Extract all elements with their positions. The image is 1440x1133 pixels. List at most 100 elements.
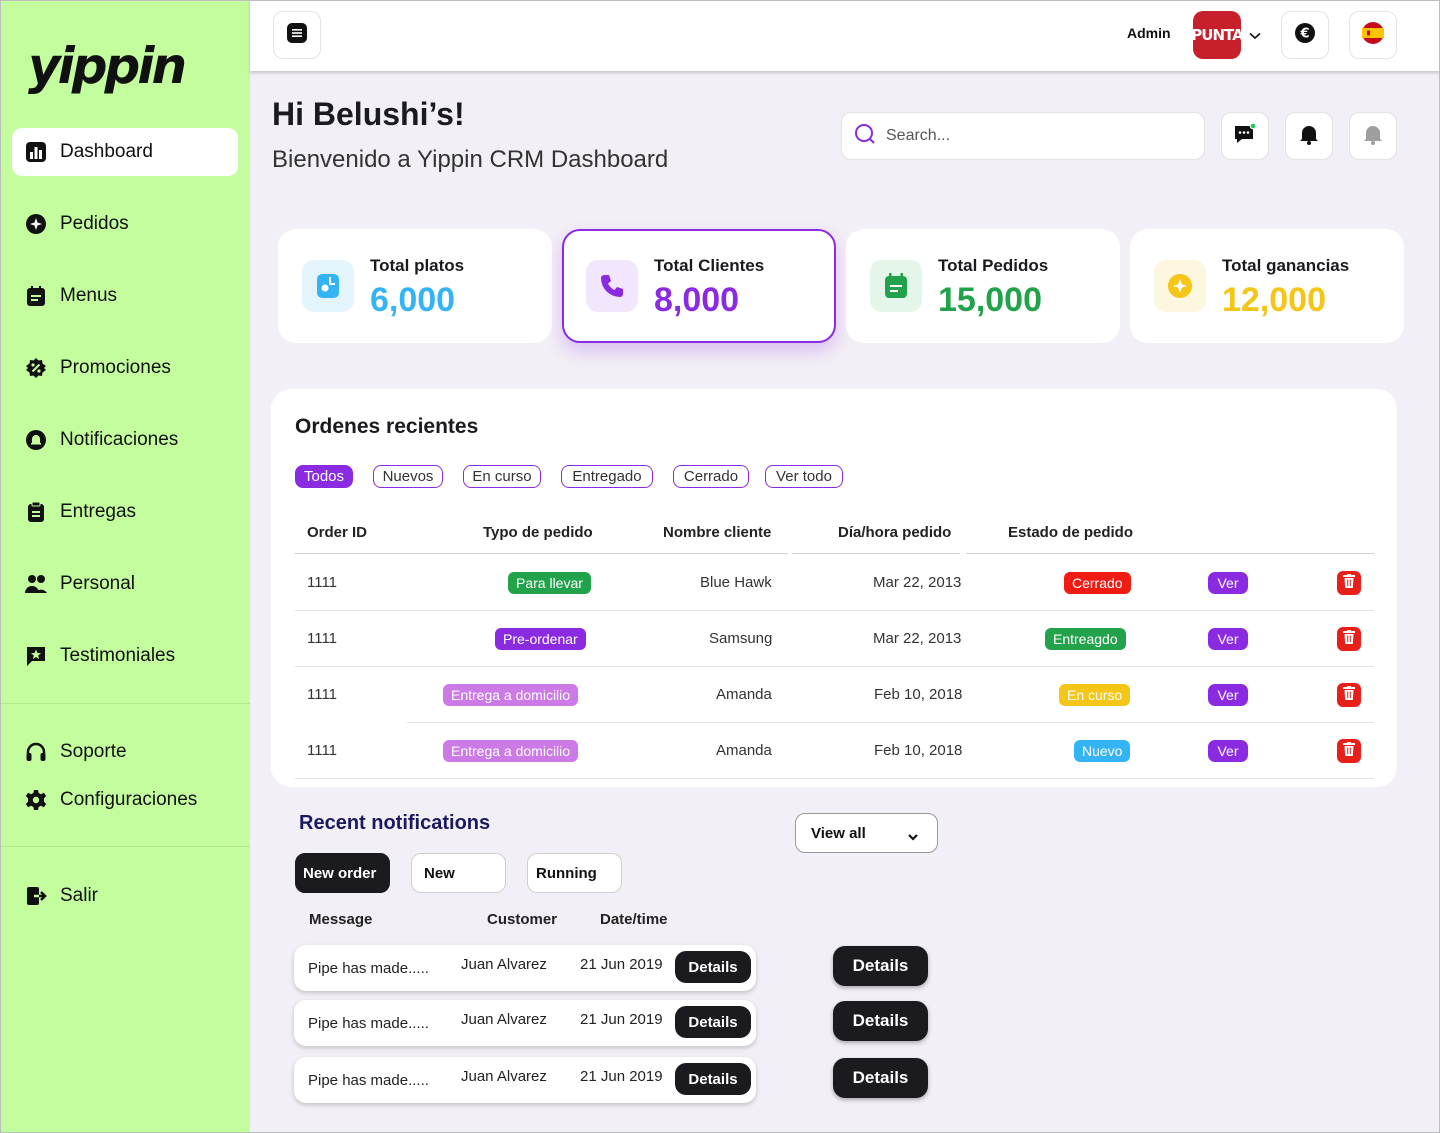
order-id: 1111 xyxy=(307,686,338,703)
users-icon xyxy=(24,572,48,596)
headphones-icon xyxy=(24,740,48,764)
view-order-button[interactable]: Ver xyxy=(1208,572,1248,594)
sidebar-item-personal[interactable]: Personal xyxy=(12,560,238,608)
sidebar-item-entregas[interactable]: Entregas xyxy=(12,488,238,536)
details-button[interactable]: Details xyxy=(675,951,751,983)
row-divider xyxy=(295,666,1374,667)
plus-circle-icon xyxy=(24,212,48,236)
notifications-title: Recent notifications xyxy=(299,812,491,834)
order-date: Mar 22, 2013 xyxy=(873,630,962,647)
notification-date: 21 Jun 2019 xyxy=(580,1068,663,1085)
sidebar-item-menus[interactable]: Menus xyxy=(12,272,238,320)
stat-value: 8,000 xyxy=(654,281,740,319)
notification-row[interactable]: Pipe has made..... Juan Alvarez 21 Jun 2… xyxy=(294,1057,756,1103)
notifications-button[interactable] xyxy=(1285,112,1333,160)
notification-row[interactable]: Pipe has made..... Juan Alvarez 21 Jun 2… xyxy=(294,945,756,991)
spain-flag-icon xyxy=(1361,21,1385,50)
details-button-large[interactable]: Details xyxy=(833,1001,928,1041)
header-divider xyxy=(295,553,788,554)
search-input[interactable] xyxy=(886,127,1186,145)
sidebar-item-label: Promociones xyxy=(60,357,171,378)
language-button[interactable] xyxy=(1349,11,1397,59)
tab-new-order[interactable]: New order xyxy=(295,853,390,893)
stat-card-clientes[interactable]: Total Clientes 8,000 xyxy=(562,229,836,343)
row-divider xyxy=(407,722,1374,723)
search-bar xyxy=(841,112,1205,160)
filter-todos[interactable]: Todos xyxy=(295,465,353,488)
notification-customer: Juan Alvarez xyxy=(461,1011,547,1028)
stat-card-pedidos[interactable]: Total Pedidos 15,000 xyxy=(846,229,1120,343)
sidebar-item-label: Personal xyxy=(60,573,135,594)
sidebar-item-configuraciones[interactable]: Configuraciones xyxy=(12,776,238,824)
currency-button[interactable]: € xyxy=(1281,11,1329,59)
column-header: Día/hora pedido xyxy=(838,524,952,541)
sidebar-item-notificaciones[interactable]: Notificaciones xyxy=(12,416,238,464)
sidebar-item-salir[interactable]: Salir xyxy=(12,872,238,920)
page-title: Hi Belushi’s! xyxy=(272,96,465,132)
details-button[interactable]: Details xyxy=(675,1006,751,1038)
details-button-large[interactable]: Details xyxy=(833,946,928,986)
recent-orders-card: Ordenes recientes Todos Nuevos En curso … xyxy=(271,389,1397,787)
stat-card-platos[interactable]: Total platos 6,000 xyxy=(278,229,552,343)
stat-value: 6,000 xyxy=(370,281,456,319)
dropdown-value: View all xyxy=(811,824,866,842)
details-button-large[interactable]: Details xyxy=(833,1058,928,1098)
delete-order-button[interactable] xyxy=(1337,739,1361,763)
sidebar-item-label: Notificaciones xyxy=(60,429,179,450)
chart-bar-icon xyxy=(24,140,48,164)
yippin-logo[interactable]: yippin xyxy=(28,36,208,96)
view-order-button[interactable]: Ver xyxy=(1208,628,1248,650)
filter-ver-todo[interactable]: Ver todo xyxy=(765,465,843,488)
bell-icon xyxy=(24,428,48,452)
status-badge: Nuevo xyxy=(1074,740,1131,762)
trash-icon xyxy=(1343,573,1355,593)
delete-order-button[interactable] xyxy=(1337,683,1361,707)
sidebar-item-testimoniales[interactable]: Testimoniales xyxy=(12,632,238,680)
column-header: Date/time xyxy=(600,911,668,928)
header-divider xyxy=(966,553,1374,554)
sidebar-divider xyxy=(0,703,250,704)
restaurant-avatar[interactable]: PUNTA xyxy=(1191,11,1244,59)
messages-button[interactable] xyxy=(1221,112,1269,160)
customer-name: Samsung xyxy=(709,630,773,647)
alerts-button[interactable] xyxy=(1349,112,1397,160)
phone-icon xyxy=(586,260,638,312)
status-badge: Cerrado xyxy=(1064,572,1131,594)
view-order-button[interactable]: Ver xyxy=(1208,740,1248,762)
notification-date: 21 Jun 2019 xyxy=(580,956,663,973)
column-header: Order ID xyxy=(307,524,368,541)
top-header: Admin PUNTA € xyxy=(250,0,1440,71)
tab-new[interactable]: New xyxy=(411,853,506,893)
menu-toggle-button[interactable] xyxy=(273,11,321,59)
page-subtitle: Bienvenido a Yippin CRM Dashboard xyxy=(272,146,669,173)
calendar-icon xyxy=(870,260,922,312)
delete-order-button[interactable] xyxy=(1337,571,1361,595)
tab-running[interactable]: Running xyxy=(527,853,622,893)
sparkle-coin-icon xyxy=(1154,260,1206,312)
logout-icon xyxy=(24,884,48,908)
details-button[interactable]: Details xyxy=(675,1063,751,1095)
stat-card-ganancias[interactable]: Total ganancias 12,000 xyxy=(1130,229,1404,343)
sidebar-item-dashboard[interactable]: Dashboard xyxy=(12,128,238,176)
chevron-down-icon xyxy=(907,829,919,846)
order-type-badge: Para llevar xyxy=(508,572,591,594)
order-date: Mar 22, 2013 xyxy=(873,574,962,591)
filter-cerrado[interactable]: Cerrado xyxy=(673,465,749,488)
column-header: Message xyxy=(309,911,373,928)
stat-value: 12,000 xyxy=(1222,281,1326,319)
percent-badge-icon xyxy=(24,356,48,380)
sidebar-item-promociones[interactable]: Promociones xyxy=(12,344,238,392)
sidebar-item-soporte[interactable]: Soporte xyxy=(12,728,238,776)
chevron-down-icon[interactable] xyxy=(1249,27,1261,45)
notification-row[interactable]: Pipe has made..... Juan Alvarez 21 Jun 2… xyxy=(294,1000,756,1046)
view-order-button[interactable]: Ver xyxy=(1208,684,1248,706)
filter-nuevos[interactable]: Nuevos xyxy=(373,465,443,488)
view-all-dropdown[interactable]: View all xyxy=(795,813,938,853)
delete-order-button[interactable] xyxy=(1337,627,1361,651)
row-divider xyxy=(295,610,1374,611)
trash-icon xyxy=(1343,685,1355,705)
filter-entregado[interactable]: Entregado xyxy=(561,465,653,488)
sidebar-item-pedidos[interactable]: Pedidos xyxy=(12,200,238,248)
order-id: 1111 xyxy=(307,742,338,759)
filter-en-curso[interactable]: En curso xyxy=(463,465,541,488)
